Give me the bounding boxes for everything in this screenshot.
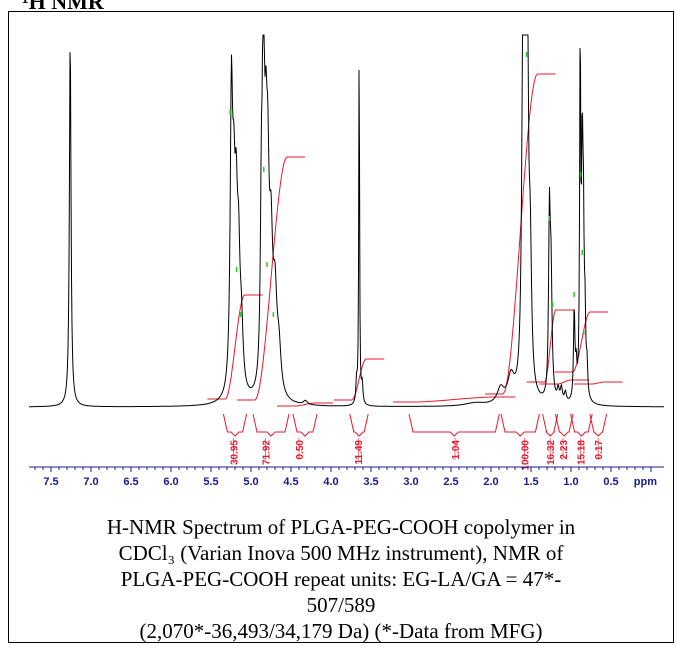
integral-curve-3 <box>277 402 333 407</box>
caption-line-4: 507/589 <box>306 593 376 617</box>
ppm-axis: 7.5 7.0 6.5 6.0 5.5 5.0 4.5 4.0 3.5 3.0 2.5 2.0 1.5 1… <box>29 466 664 488</box>
x-tick-label-1: 7.5 <box>43 476 58 488</box>
x-tick-label-8: 4.0 <box>323 476 338 488</box>
integral-label: 0.50 <box>295 440 306 460</box>
caption-line-5: (2,070*-36,493/34,179 Da) (*-Data from M… <box>139 619 543 643</box>
x-tick-label-11: 2.5 <box>443 476 458 488</box>
x-tick-label-12: 2.0 <box>483 476 498 488</box>
x-tick-label-5: 5.5 <box>203 476 218 488</box>
x-tick-label-6: 5.0 <box>243 476 258 488</box>
integral-label: 1.04 <box>451 440 462 460</box>
integral-bracket-9 <box>570 413 593 437</box>
integral-label: 30.95 <box>229 440 240 465</box>
integral-bracket-10 <box>589 413 608 437</box>
integral-curve-10 <box>573 381 623 385</box>
integral-curve-4 <box>333 358 385 401</box>
x-tick-label-13: 1.5 <box>523 476 538 488</box>
integral-value-5: 1.04 <box>451 440 462 460</box>
x-tick-label-14: 1.0 <box>563 476 578 488</box>
x-tick-label-9: 3.5 <box>363 476 378 488</box>
nmr-spectrum-chart: 30.95 71.92 0.50 11.49 1.04 100.00 16.32 2.23 15… <box>29 34 664 488</box>
caption-line-1: H-NMR Spectrum of PLGA-PEG-COOH copolyme… <box>106 515 576 539</box>
x-axis-unit: ppm <box>634 476 657 488</box>
integral-label: 11.49 <box>354 440 365 465</box>
integral-curve-8 <box>539 379 589 385</box>
integral-regions: 30.95 71.92 0.50 11.49 1.04 100.00 16.32 2.23 15… <box>207 73 623 471</box>
x-tick-label-10: 3.0 <box>403 476 418 488</box>
integral-curve-7 <box>526 309 574 383</box>
x-tick-label-3: 6.5 <box>123 476 138 488</box>
integral-label: 0.17 <box>594 440 605 460</box>
integral-value-2: 71.92 <box>261 440 272 465</box>
figure-frame: 30.95 71.92 0.50 11.49 1.04 100.00 16.32 2.23 15… <box>8 11 674 643</box>
integral-bracket-5 <box>408 413 500 437</box>
integral-curve-6 <box>485 73 556 395</box>
peak-markers <box>229 52 585 335</box>
figure-heading: ¹H NMR <box>22 0 104 14</box>
x-tick-label-7: 4.5 <box>283 476 298 488</box>
caption-line-3: PLGA-PEG-COOH repeat units: EG-LA/GA = 4… <box>120 567 562 591</box>
integral-curve-5 <box>393 396 516 403</box>
integral-value-4: 11.49 <box>354 440 365 465</box>
x-tick-label-4: 6.0 <box>163 476 178 488</box>
integral-label: 16.32 <box>546 440 557 465</box>
caption-line-2: CDCl₃ (Varian Inova 500 MHz instrument),… <box>118 541 564 565</box>
integral-value-7: 16.32 <box>546 440 557 465</box>
integral-bracket-1 <box>222 413 248 437</box>
integral-label: 100.00 <box>521 440 532 471</box>
integral-bracket-4 <box>349 413 369 437</box>
integral-value-6: 100.00 <box>521 440 532 471</box>
spectrum-trace <box>29 34 664 408</box>
x-tick-label-15: 0.5 <box>603 476 618 488</box>
integral-label: 15.18 <box>577 440 588 465</box>
integral-value-3: 0.50 <box>295 440 306 460</box>
integral-value-1: 30.95 <box>229 440 240 465</box>
integral-curve-9 <box>554 311 609 373</box>
integral-bracket-2 <box>252 413 290 437</box>
integral-bracket-3 <box>292 413 318 437</box>
integral-curve-2 <box>237 156 305 401</box>
integral-value-8: 2.23 <box>559 440 570 460</box>
integral-label: 71.92 <box>261 440 272 465</box>
integral-bracket-7 <box>542 413 559 437</box>
integral-bracket-8 <box>554 413 574 437</box>
spectrum-line <box>29 34 664 408</box>
integral-bracket-6 <box>500 413 540 437</box>
integral-label: 2.23 <box>559 440 570 460</box>
figure-caption: H-NMR Spectrum of PLGA-PEG-COOH copolyme… <box>21 514 661 644</box>
integral-value-10: 0.17 <box>594 440 605 460</box>
integral-value-9: 15.18 <box>577 440 588 465</box>
x-tick-label-2: 7.0 <box>83 476 98 488</box>
